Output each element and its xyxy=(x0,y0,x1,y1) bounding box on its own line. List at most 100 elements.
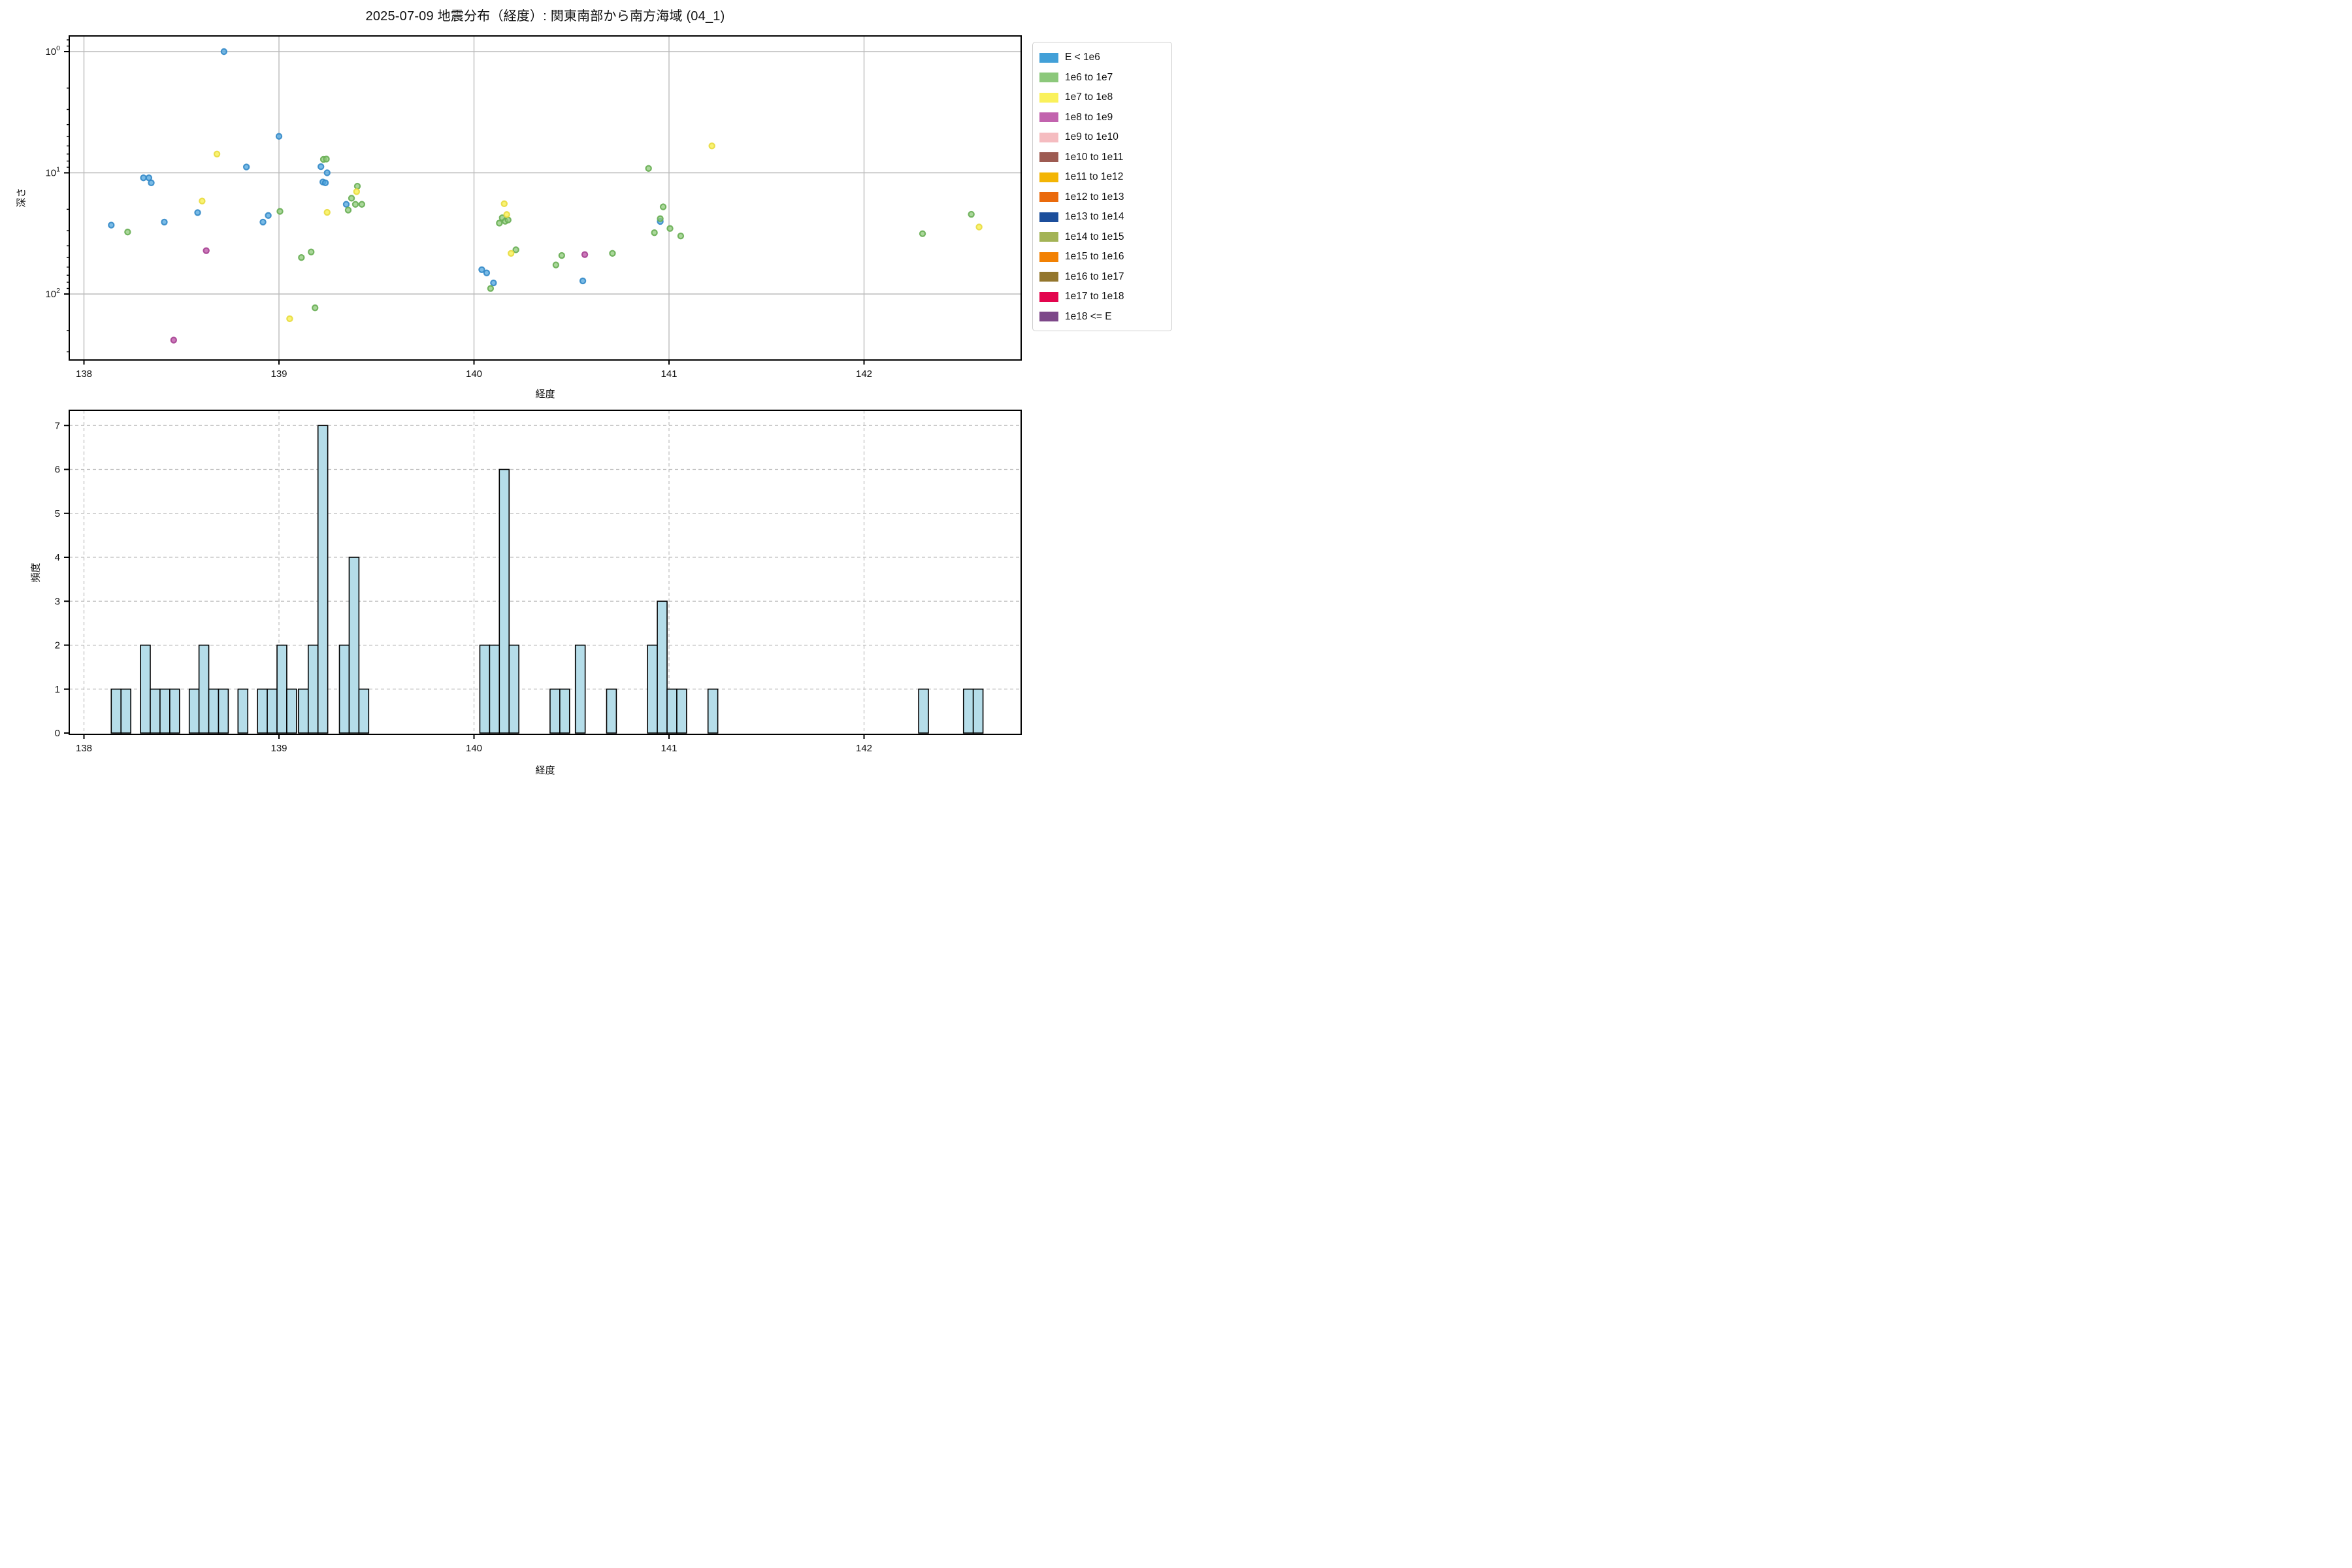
histogram-bar xyxy=(218,688,229,734)
scatter-point-series1 xyxy=(659,203,667,210)
legend-item-9: 1e14 to 1e15 xyxy=(1039,227,1165,248)
legend-item-1: 1e6 to 1e7 xyxy=(1039,68,1165,88)
bottom-y-ticklabel: 6 xyxy=(55,465,60,476)
top-y-ticklabel: 101 xyxy=(45,166,60,179)
top-xaxis-label: 経度 xyxy=(535,389,555,400)
histogram-bar xyxy=(338,644,350,734)
histogram-bar xyxy=(657,600,668,734)
scatter-point-series1 xyxy=(351,201,359,208)
legend-swatch-icon xyxy=(1039,192,1058,203)
scatter-point-series1 xyxy=(323,155,330,163)
bottom-yaxis-label: 頻度 xyxy=(30,563,42,583)
histogram-bar xyxy=(267,688,278,734)
histogram-bar xyxy=(257,688,268,734)
scatter-point-series1 xyxy=(308,248,315,255)
scatter-point-series0 xyxy=(483,269,491,276)
histogram-bar xyxy=(159,688,171,734)
scatter-point-series1 xyxy=(552,261,560,269)
scatter-point-series1 xyxy=(666,225,674,232)
legend-swatch-icon xyxy=(1039,172,1058,182)
top-x-ticklabel: 139 xyxy=(270,368,287,380)
scatter-point-series1 xyxy=(651,229,658,237)
legend-item-label: 1e10 to 1e11 xyxy=(1065,151,1124,163)
scatter-point-series3 xyxy=(170,336,178,344)
legend-item-label: 1e11 to 1e12 xyxy=(1065,171,1124,183)
scatter-point-series1 xyxy=(487,285,495,292)
histogram-bar xyxy=(276,644,287,734)
scatter-point-series1 xyxy=(358,201,366,208)
histogram-bar xyxy=(298,688,309,734)
top-yaxis-label: 深さ xyxy=(16,188,27,208)
histogram-bar xyxy=(559,688,570,734)
scatter-point-series1 xyxy=(353,182,361,190)
legend-swatch-icon xyxy=(1039,112,1058,123)
scatter-point-series1 xyxy=(645,165,652,172)
histogram-bar xyxy=(120,688,131,734)
histogram-bar xyxy=(549,688,561,734)
bottom-xaxis-label: 経度 xyxy=(535,765,555,776)
bottom-x-ticklabel: 139 xyxy=(270,743,287,754)
legend-item-4: 1e9 to 1e10 xyxy=(1039,127,1165,148)
legend-item-10: 1e15 to 1e16 xyxy=(1039,247,1165,267)
scatter-point-series2 xyxy=(500,200,508,208)
scatter-point-series1 xyxy=(677,232,685,240)
scatter-point-series3 xyxy=(581,251,589,258)
histogram-bar xyxy=(489,644,500,734)
bottom-y-ticklabel: 4 xyxy=(55,552,60,563)
scatter-point-series0 xyxy=(265,212,272,220)
histogram-bar xyxy=(358,688,370,734)
legend-item-label: 1e7 to 1e8 xyxy=(1065,91,1113,103)
histogram-bar xyxy=(479,644,491,734)
legend-swatch-icon xyxy=(1039,252,1058,262)
scatter-point-series2 xyxy=(199,197,206,204)
legend-item-5: 1e10 to 1e11 xyxy=(1039,148,1165,168)
legend-swatch-icon xyxy=(1039,92,1058,103)
legend-swatch-icon xyxy=(1039,272,1058,282)
top-y-ticklabel: 102 xyxy=(45,287,60,300)
histogram-bar xyxy=(140,644,151,734)
legend-item-label: 1e18 <= E xyxy=(1065,310,1112,322)
histogram-bar xyxy=(574,644,586,734)
bottom-y-ticklabel: 0 xyxy=(55,728,60,739)
scatter-point-series1 xyxy=(344,206,352,214)
legend-item-label: 1e15 to 1e16 xyxy=(1065,251,1124,263)
legend-item-label: 1e14 to 1e15 xyxy=(1065,231,1124,242)
legend-swatch-icon xyxy=(1039,52,1058,63)
bottom-axes-frame xyxy=(69,410,1022,735)
legend-item-0: E < 1e6 xyxy=(1039,48,1165,68)
legend-item-3: 1e8 to 1e9 xyxy=(1039,108,1165,128)
scatter-point-series2 xyxy=(213,150,221,157)
bottom-y-ticklabel: 3 xyxy=(55,596,60,607)
scatter-point-series2 xyxy=(323,208,331,216)
top-y-ticklabel: 100 xyxy=(45,44,60,57)
scatter-point-series0 xyxy=(161,218,168,226)
legend-swatch-icon xyxy=(1039,73,1058,83)
histogram-bar xyxy=(198,644,210,734)
histogram-bar xyxy=(237,688,249,734)
legend-item-label: 1e16 to 1e17 xyxy=(1065,270,1124,282)
histogram-bar xyxy=(317,425,329,734)
bottom-x-ticklabel: 140 xyxy=(466,743,482,754)
legend-item-13: 1e18 <= E xyxy=(1039,307,1165,327)
legend-swatch-icon xyxy=(1039,152,1058,163)
scatter-point-series1 xyxy=(609,250,616,257)
histogram-bar xyxy=(647,644,658,734)
bottom-x-ticklabel: 141 xyxy=(661,743,677,754)
histogram-bar xyxy=(508,644,519,734)
legend-item-2: 1e7 to 1e8 xyxy=(1039,88,1165,108)
legend-item-12: 1e17 to 1e18 xyxy=(1039,287,1165,307)
histogram-bar xyxy=(286,688,297,734)
legend-swatch-icon xyxy=(1039,212,1058,222)
histogram-bar xyxy=(972,688,984,734)
histogram-bar xyxy=(962,688,974,734)
scatter-point-series1 xyxy=(312,304,319,312)
scatter-point-series0 xyxy=(108,221,115,229)
legend-swatch-icon xyxy=(1039,232,1058,242)
histogram-bar xyxy=(918,688,929,734)
scatter-point-series1 xyxy=(512,246,519,253)
scatter-point-series2 xyxy=(508,250,515,257)
scatter-point-series0 xyxy=(317,163,325,171)
scatter-point-series1 xyxy=(657,215,664,222)
bottom-y-ticklabel: 2 xyxy=(55,640,60,651)
